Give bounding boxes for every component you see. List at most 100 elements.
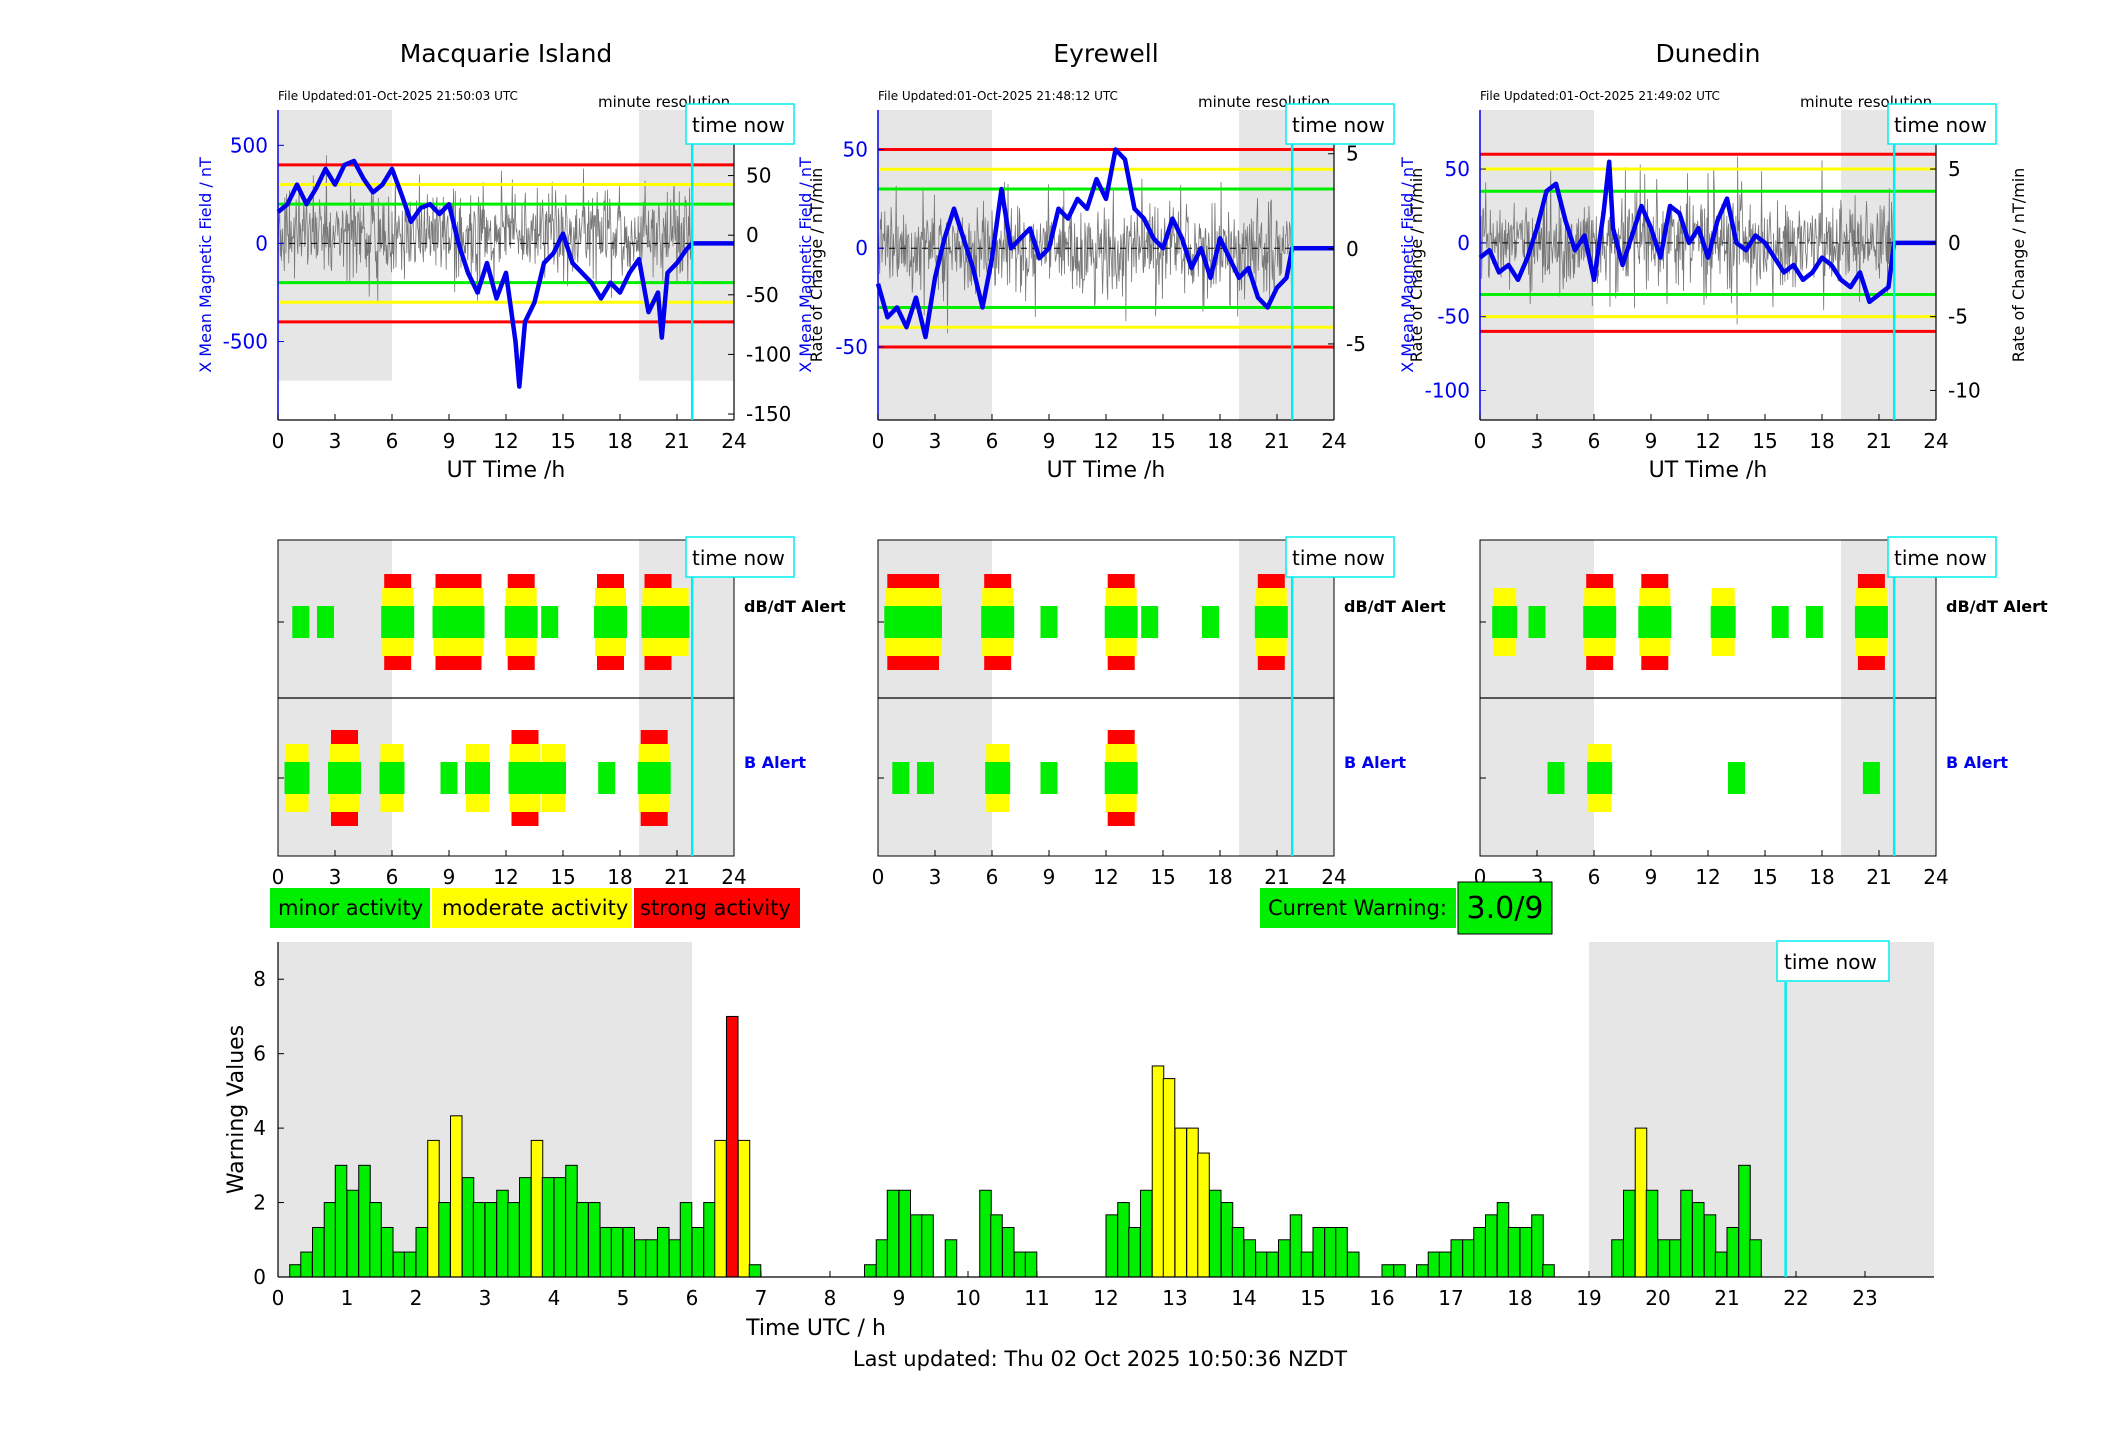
- warning-x-tick-label: 0: [272, 1286, 285, 1310]
- dbdt-alert-minor: [541, 606, 559, 638]
- warning-bar: [1726, 1226, 1740, 1278]
- b-alert-label: B Alert: [1344, 753, 1406, 772]
- warning-bar: [334, 1164, 348, 1278]
- warning-x-tick-label: 20: [1645, 1286, 1670, 1310]
- warning-bar: [507, 1202, 520, 1278]
- right-tick-label: -150: [746, 402, 791, 426]
- warning-bar: [461, 1177, 475, 1278]
- dbdt-alert-label: dB/dT Alert: [744, 597, 846, 616]
- time-now-label: time now: [1292, 113, 1385, 137]
- current-warning: Current Warning: 3.0/9: [1260, 881, 1553, 935]
- x-tick-label: 3: [329, 429, 342, 453]
- warning-bar: [1485, 1214, 1498, 1278]
- dbdt-alert-minor: [1771, 606, 1789, 638]
- warning-bar: [610, 1226, 624, 1278]
- alert-time-now-box: [1887, 536, 1997, 578]
- alert-x-tick-label: 12: [1695, 865, 1720, 889]
- alert-time-now-box: [1285, 536, 1395, 578]
- warning-y-axis-label: Warning Values: [224, 1025, 249, 1194]
- dbdt-alert-minor: [292, 606, 310, 638]
- warning-bar: [541, 1177, 555, 1278]
- warning-bar: [1243, 1239, 1257, 1278]
- x-tick-label: 21: [664, 429, 689, 453]
- right-tick-label: -50: [746, 283, 779, 307]
- alert-x-tick-label: 9: [443, 865, 456, 889]
- x-tick-label: 24: [1923, 429, 1948, 453]
- x-tick-label: 6: [1588, 429, 1601, 453]
- b-alert-minor: [637, 762, 671, 794]
- x-tick-label: 15: [1150, 429, 1175, 453]
- dbdt-alert-minor: [1254, 606, 1288, 638]
- b-alert-label: B Alert: [1946, 753, 2008, 772]
- dbdt-alert-minor: [1141, 606, 1159, 638]
- x-tick-label: 21: [1264, 429, 1289, 453]
- station-0: Macquarie Island5000-500100500-50-100-15…: [196, 39, 846, 889]
- warning-y-tick-label: 0: [253, 1265, 266, 1289]
- b-alert-minor: [1040, 762, 1058, 794]
- b-alert-label: B Alert: [744, 753, 806, 772]
- mean-field-line: [875, 147, 1334, 340]
- left-tick-label: 0: [255, 231, 268, 255]
- dbdt-alert-minor: [1202, 606, 1219, 638]
- current-warning-value-box: [1457, 881, 1553, 935]
- alert-x-tick-label: 15: [1752, 865, 1777, 889]
- x-tick-label: 0: [1474, 429, 1487, 453]
- right-tick-label: 0: [746, 223, 759, 247]
- x-tick-label: 9: [1645, 429, 1658, 453]
- b-alert-minor: [440, 762, 458, 794]
- warning-x-tick-label: 12: [1093, 1286, 1118, 1310]
- left-tick-label: -100: [1425, 378, 1470, 402]
- warning-x-tick-label: 18: [1507, 1286, 1532, 1310]
- alert-time-now-box: [685, 536, 795, 578]
- warning-bar: [714, 1139, 727, 1278]
- warning-bar: [1519, 1226, 1533, 1278]
- dbdt-alert-minor: [1040, 606, 1058, 638]
- warning-bar: [1657, 1239, 1671, 1278]
- warning-bar: [1186, 1127, 1199, 1278]
- warning-bar: [979, 1189, 992, 1278]
- warning-bar: [1209, 1189, 1222, 1278]
- alert-x-tick-label: 9: [1043, 865, 1056, 889]
- x-tick-label: 21: [1866, 429, 1891, 453]
- b-alert-minor: [508, 762, 542, 794]
- b-alert-minor: [917, 762, 934, 794]
- warning-bar: [1393, 1264, 1406, 1278]
- alert-x-tick-label: 18: [607, 865, 632, 889]
- warning-bar: [1416, 1264, 1429, 1278]
- warning-bar: [312, 1226, 325, 1278]
- warning-bar: [1611, 1239, 1624, 1278]
- alert-x-tick-label: 6: [986, 865, 999, 889]
- x-axis-label: UT Time /h: [447, 458, 566, 483]
- dbdt-alert-minor: [317, 606, 334, 638]
- x-tick-label: 0: [272, 429, 285, 453]
- dbdt-alert-minor: [1583, 606, 1617, 638]
- mean-field-line: [276, 158, 734, 389]
- warning-x-tick-label: 11: [1024, 1286, 1049, 1310]
- dbdt-alert-minor: [504, 606, 538, 638]
- x-axis-label: UT Time /h: [1649, 458, 1768, 483]
- warning-bar: [1714, 1251, 1728, 1278]
- warning-x-tick-label: 15: [1300, 1286, 1325, 1310]
- warning-bar: [657, 1226, 670, 1278]
- alert-x-tick-label: 15: [550, 865, 575, 889]
- warning-bar: [381, 1226, 394, 1278]
- alert-x-tick-label: 0: [272, 865, 285, 889]
- b-alert-minor: [379, 762, 405, 794]
- alert-x-tick-label: 6: [1588, 865, 1601, 889]
- dbdt-alert-minor: [451, 606, 485, 638]
- b-alert-minor: [1862, 762, 1880, 794]
- warning-bar: [1117, 1202, 1130, 1278]
- dbdt-alert-minor: [1638, 606, 1672, 638]
- alert-x-tick-label: 12: [1093, 865, 1118, 889]
- warning-x-tick-label: 1: [341, 1286, 354, 1310]
- warning-x-tick-label: 3: [479, 1286, 492, 1310]
- warning-bar: [622, 1226, 636, 1278]
- legend-minor-swatch: [270, 888, 430, 928]
- right-tick-label: 0: [1948, 231, 1961, 255]
- warning-bar: [289, 1264, 302, 1278]
- right-axis-label: Rate of Change / nT/min: [807, 168, 826, 363]
- warning-bar: [346, 1189, 360, 1278]
- warning-bar: [1381, 1264, 1395, 1278]
- alert-x-tick-label: 21: [1866, 865, 1891, 889]
- warning-bar: [679, 1202, 693, 1278]
